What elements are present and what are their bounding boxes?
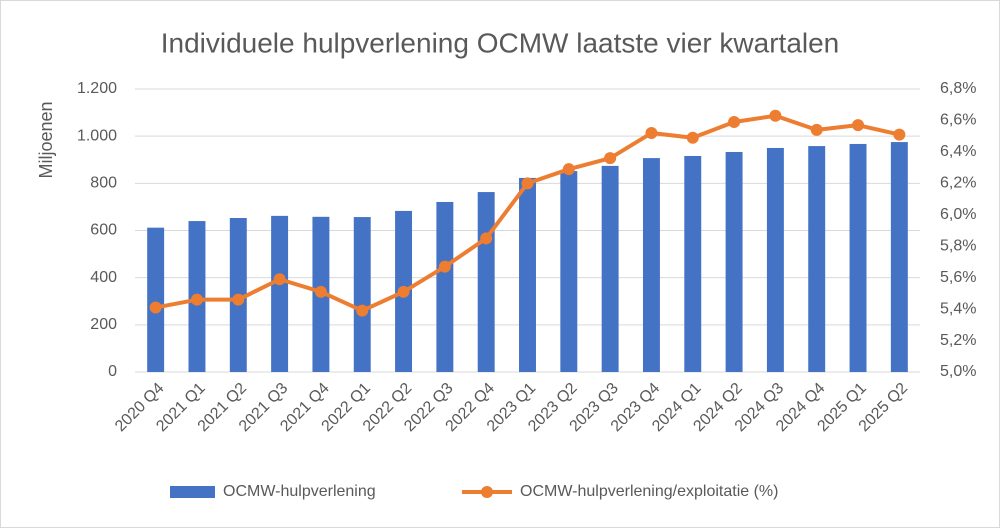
line-marker <box>397 285 410 298</box>
y2-tick-label: 5,0% <box>940 363 976 380</box>
y2-tick-label: 6,2% <box>940 175 976 192</box>
bar <box>477 192 495 372</box>
legend-label: OCMW-hulpverlening <box>223 483 376 500</box>
line-marker <box>356 304 369 317</box>
bar <box>147 227 165 372</box>
y-tick-label: 600 <box>90 222 117 239</box>
line-marker <box>314 285 327 298</box>
y2-tick-label: 6,8% <box>940 80 976 97</box>
line-marker <box>521 177 534 190</box>
bar <box>353 217 371 372</box>
y2-tick-label: 5,4% <box>940 300 976 317</box>
legend-label: OCMW-hulpverlening/exploitatie (%) <box>520 483 778 500</box>
bar <box>890 142 908 372</box>
bar <box>684 155 702 372</box>
line-marker <box>604 152 617 165</box>
line-marker <box>273 273 286 286</box>
line-marker <box>686 131 699 144</box>
y-tick-label: 800 <box>90 175 117 192</box>
y2-tick-label: 5,8% <box>940 237 976 254</box>
bar <box>271 215 289 372</box>
line-marker <box>232 293 245 306</box>
line-marker <box>562 163 575 176</box>
line-marker <box>852 119 865 132</box>
line-marker <box>893 128 906 141</box>
bar <box>436 201 454 372</box>
bar <box>642 158 660 372</box>
bar <box>849 143 867 372</box>
line-marker <box>645 127 658 140</box>
y2-tick-label: 6,4% <box>940 143 976 160</box>
line-marker <box>810 123 823 136</box>
bar <box>725 151 743 372</box>
line-marker <box>190 293 203 306</box>
y-tick-label: 0 <box>108 363 117 380</box>
bar <box>601 165 619 372</box>
y2-tick-label: 5,2% <box>940 332 976 349</box>
line-marker <box>769 109 782 122</box>
y2-tick-label: 5,6% <box>940 269 976 286</box>
legend-swatch-marker <box>481 486 493 498</box>
line-marker <box>728 116 741 129</box>
line-marker <box>438 260 451 273</box>
legend-swatch <box>170 486 215 498</box>
line-marker <box>480 232 493 245</box>
line-marker <box>149 301 162 314</box>
bar <box>519 177 536 372</box>
bar <box>766 147 784 372</box>
y2-tick-label: 6,0% <box>940 206 976 223</box>
y-tick-label: 1.000 <box>77 127 117 144</box>
bar <box>560 171 578 372</box>
y-tick-label: 400 <box>90 269 117 286</box>
chart-title: Individuele hulpverlening OCMW laatste v… <box>161 27 840 58</box>
y2-tick-label: 6,6% <box>940 112 976 129</box>
y-tick-label: 200 <box>90 316 117 333</box>
y-axis-label: Miljoenen <box>36 101 56 178</box>
y-tick-label: 1.200 <box>77 80 117 97</box>
bar <box>808 146 826 372</box>
